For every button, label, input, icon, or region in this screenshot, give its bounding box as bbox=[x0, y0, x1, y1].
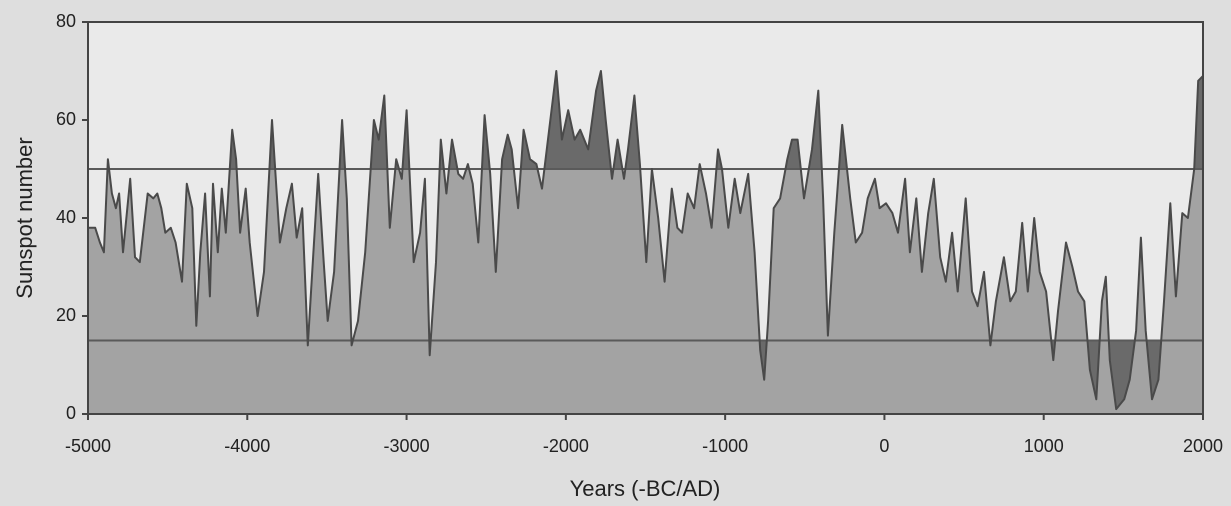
x-tick-label: -2000 bbox=[543, 436, 589, 456]
x-tick-label: 1000 bbox=[1024, 436, 1064, 456]
x-tick-label: 2000 bbox=[1183, 436, 1223, 456]
y-tick-label: 40 bbox=[56, 207, 76, 227]
x-axis-title: Years (-BC/AD) bbox=[570, 476, 721, 501]
axes: 0 20 40 60 80 -5000 -4000 -3000 -2000 -1000 0 1000 2… bbox=[56, 11, 1223, 456]
fills bbox=[88, 70, 1204, 414]
y-axis-title: Sunspot number bbox=[12, 137, 37, 298]
x-tick-label: -3000 bbox=[384, 436, 430, 456]
data-line bbox=[88, 70, 1204, 411]
y-tick-label: 80 bbox=[56, 11, 76, 31]
x-tick-label: -4000 bbox=[224, 436, 270, 456]
y-tick-label: 20 bbox=[56, 305, 76, 325]
x-tick-label: 0 bbox=[879, 436, 889, 456]
x-tick-label: -5000 bbox=[65, 436, 111, 456]
x-tick-label: -1000 bbox=[702, 436, 748, 456]
high-fill bbox=[107, 71, 1203, 169]
y-tick-label: 60 bbox=[56, 109, 76, 129]
area-fill bbox=[88, 71, 1203, 414]
y-tick-label: 0 bbox=[66, 403, 76, 423]
